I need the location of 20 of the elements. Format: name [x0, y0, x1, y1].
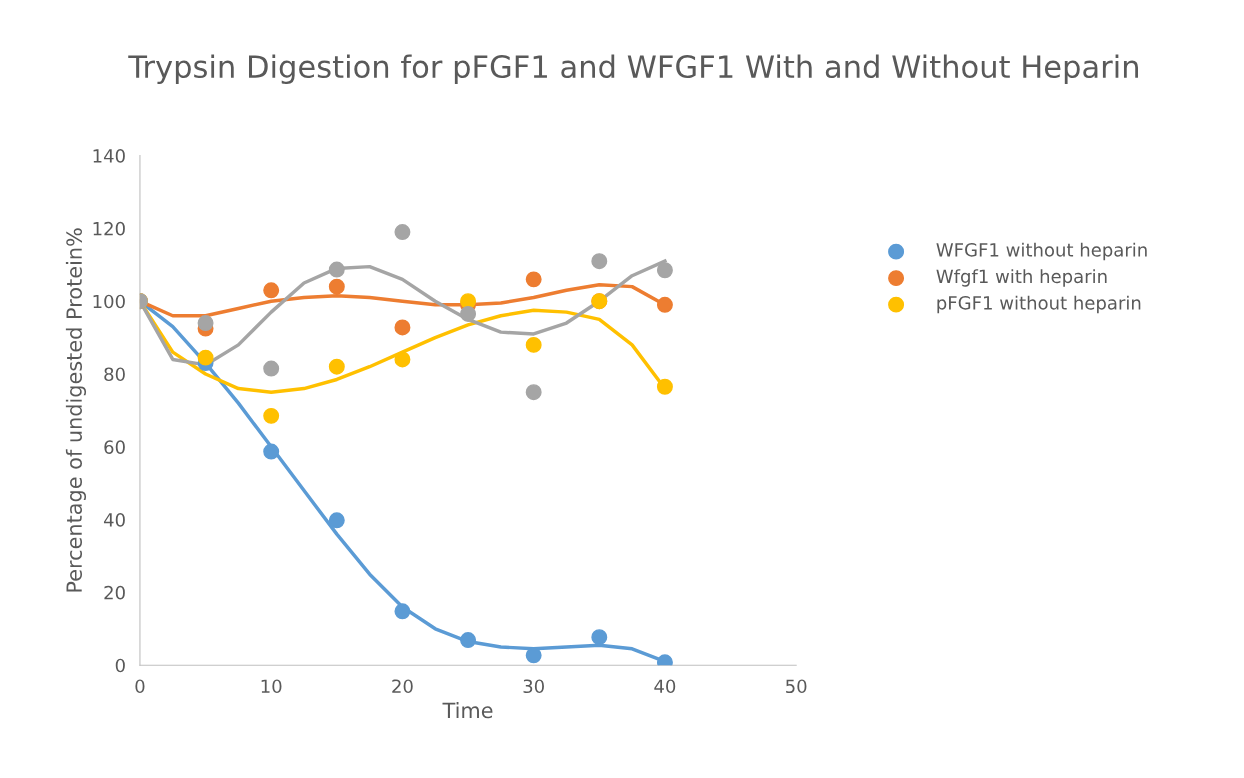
x-tick-label: 20	[392, 679, 413, 694]
x-tick-label: 40	[654, 679, 676, 694]
x-tick-label: 10	[261, 679, 282, 694]
x-tick-label: 50	[786, 679, 807, 694]
x-tick-label: 30	[523, 679, 544, 694]
y-tick-label: 100	[93, 294, 125, 309]
y-tick-label: 140	[93, 149, 125, 163]
y-tick-label: 80	[104, 367, 125, 382]
x-axis-title: Time	[442, 702, 493, 719]
chart-title: Trypsin Digestion for pFGF1 and WFGF1 With and Without Heparin	[128, 54, 1138, 85]
legend-label: Wfgf1 with heparin	[936, 269, 1107, 287]
y-tick-label: 120	[93, 221, 125, 236]
y-tick-label: 0	[115, 658, 125, 673]
y-tick-label: 20	[104, 585, 125, 600]
y-tick-label: 40	[103, 513, 125, 527]
legend-label: WFGF1 without heparin	[936, 242, 1147, 261]
y-tick-label: 60	[104, 440, 125, 454]
x-tick-label: 0	[135, 679, 145, 694]
y-axis-title: Percentage of undigested Protein%	[65, 228, 87, 592]
legend-label: pFGF1 without heparin	[937, 295, 1141, 314]
